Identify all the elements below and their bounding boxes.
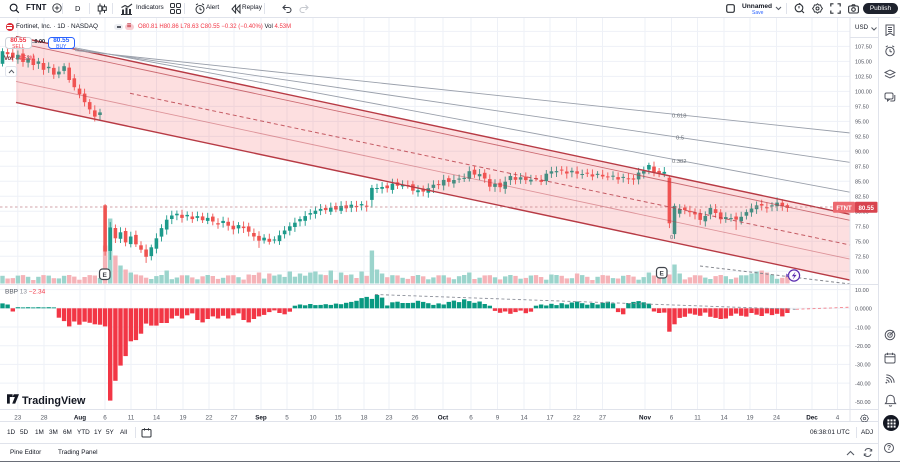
svg-text:27: 27 xyxy=(599,415,607,422)
svg-text:28: 28 xyxy=(40,415,48,422)
svg-text:BBP 13 −2.34: BBP 13 −2.34 xyxy=(5,289,46,296)
svg-text:FTNT: FTNT xyxy=(836,206,852,212)
svg-text:11: 11 xyxy=(694,415,701,422)
svg-text:0: 0 xyxy=(670,235,673,241)
svg-text:14: 14 xyxy=(153,415,161,422)
svg-text:0.382: 0.382 xyxy=(672,159,687,165)
svg-text:77.50: 77.50 xyxy=(855,225,869,231)
svg-text:10.00: 10.00 xyxy=(855,288,869,294)
svg-text:-30.00: -30.00 xyxy=(855,363,871,369)
svg-text:22: 22 xyxy=(573,415,581,422)
svg-text:6: 6 xyxy=(103,415,107,422)
svg-text:22: 22 xyxy=(205,415,213,422)
svg-text:105.00: 105.00 xyxy=(855,60,872,66)
svg-text:6: 6 xyxy=(469,415,473,422)
svg-text:15: 15 xyxy=(334,415,342,422)
svg-text:TradingView: TradingView xyxy=(22,395,86,407)
svg-text:Sep: Sep xyxy=(255,415,267,422)
svg-text:75.00: 75.00 xyxy=(855,240,869,246)
svg-text:27: 27 xyxy=(230,415,238,422)
svg-text:72.50: 72.50 xyxy=(855,255,869,261)
svg-text:6: 6 xyxy=(670,415,674,422)
svg-text:4: 4 xyxy=(836,415,840,422)
svg-text:14: 14 xyxy=(720,415,728,422)
svg-text:17: 17 xyxy=(546,415,554,422)
svg-text:14: 14 xyxy=(520,415,528,422)
svg-text:87.50: 87.50 xyxy=(855,165,869,171)
svg-text:102.50: 102.50 xyxy=(855,75,872,81)
svg-text:19: 19 xyxy=(746,415,754,422)
svg-text:92.50: 92.50 xyxy=(855,135,869,141)
svg-text:11: 11 xyxy=(128,415,135,422)
svg-text:95.00: 95.00 xyxy=(855,120,869,126)
svg-text:5: 5 xyxy=(285,415,289,422)
svg-text:-40.00: -40.00 xyxy=(855,381,871,387)
svg-text:-10.00: -10.00 xyxy=(855,325,871,331)
svg-text:Oct: Oct xyxy=(438,415,449,422)
svg-text:Aug: Aug xyxy=(74,415,86,422)
svg-text:23: 23 xyxy=(14,415,22,422)
svg-text:0.618: 0.618 xyxy=(672,114,687,120)
svg-text:E: E xyxy=(103,272,108,279)
svg-text:-20.00: -20.00 xyxy=(855,344,871,350)
svg-text:80.55: 80.55 xyxy=(858,205,874,212)
svg-text:19: 19 xyxy=(179,415,187,422)
svg-text:-50.00: -50.00 xyxy=(855,400,871,406)
svg-text:85.00: 85.00 xyxy=(855,180,869,186)
svg-text:82.50: 82.50 xyxy=(855,195,869,201)
svg-text:97.50: 97.50 xyxy=(855,105,869,111)
svg-text:23: 23 xyxy=(385,415,393,422)
svg-text:100.00: 100.00 xyxy=(855,90,872,96)
svg-text:26: 26 xyxy=(411,415,419,422)
svg-text:Nov: Nov xyxy=(639,415,651,422)
svg-text:9: 9 xyxy=(496,415,500,422)
svg-text:Dec: Dec xyxy=(806,415,818,422)
svg-text:70.00: 70.00 xyxy=(855,270,869,276)
svg-text:107.50: 107.50 xyxy=(855,45,872,51)
svg-text:10: 10 xyxy=(309,415,317,422)
svg-text:18: 18 xyxy=(360,415,368,422)
svg-text:E: E xyxy=(660,271,665,278)
svg-text:24: 24 xyxy=(773,415,781,422)
svg-text:0.5: 0.5 xyxy=(676,136,684,142)
svg-text:0.0000: 0.0000 xyxy=(855,307,872,313)
svg-text:90.00: 90.00 xyxy=(855,150,869,156)
